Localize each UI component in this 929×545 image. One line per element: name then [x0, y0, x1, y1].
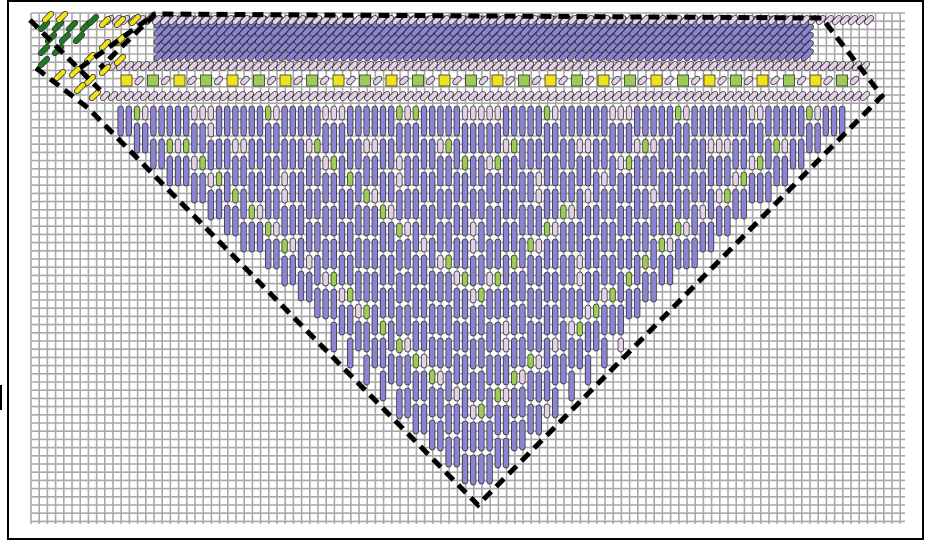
checker-square [597, 74, 610, 87]
checker-square [571, 74, 583, 87]
checker-square [650, 74, 663, 87]
checker-square [279, 74, 292, 87]
checker-square [491, 74, 504, 87]
inverted-triangle-bargello [117, 105, 846, 486]
outline-corner-left [78, 11, 157, 71]
checker-square [677, 74, 689, 87]
checker-square [306, 74, 318, 87]
checker-square [412, 74, 424, 87]
checker-square [730, 74, 742, 87]
border-row-checker-yellow-green [120, 74, 860, 87]
checker-square [836, 74, 848, 87]
checker-square [226, 74, 239, 87]
checker-square [253, 74, 265, 87]
checker-square [147, 74, 159, 87]
checker-square [200, 74, 212, 87]
checker-square [518, 74, 530, 87]
checker-square [438, 74, 451, 87]
edge-tick-mark [0, 385, 8, 410]
checker-square [120, 74, 133, 87]
light-lavender-diagonal-row [99, 14, 875, 102]
checker-square [544, 74, 557, 87]
checker-square [173, 74, 186, 87]
checker-square [465, 74, 477, 87]
checker-square [332, 74, 345, 87]
checker-square [385, 74, 398, 87]
checker-square [783, 74, 795, 87]
checker-square [756, 74, 769, 87]
outline-corner-diagonal [28, 18, 102, 92]
dashed-outline [28, 11, 886, 509]
checker-square [809, 74, 822, 87]
checker-square [703, 74, 716, 87]
checker-square [624, 74, 636, 87]
checker-square [359, 74, 371, 87]
stitch-layer [37, 10, 875, 486]
